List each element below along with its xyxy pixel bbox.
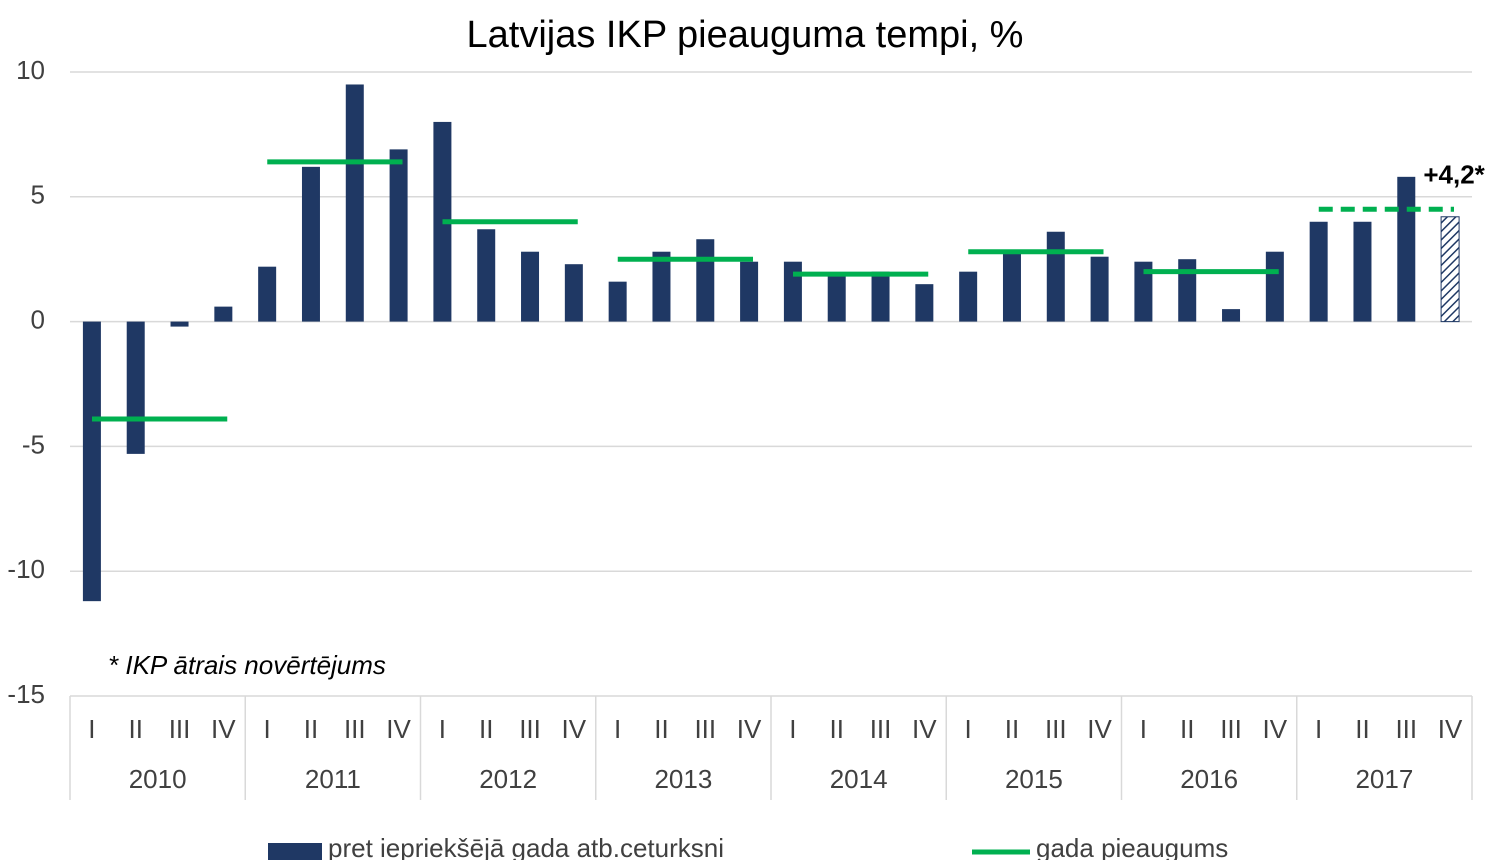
bar xyxy=(521,251,540,322)
x-tick-label: IV xyxy=(737,714,762,744)
bar xyxy=(1046,231,1065,322)
chart-title: Latvijas IKP pieauguma tempi, % xyxy=(467,14,1024,56)
y-tick-label: 5 xyxy=(31,180,45,210)
year-label: 2011 xyxy=(305,764,361,794)
bar xyxy=(1353,221,1372,322)
bar xyxy=(258,266,277,322)
bar xyxy=(82,321,101,602)
bar xyxy=(871,271,890,322)
legend-swatch xyxy=(268,843,322,860)
x-tick-label: III xyxy=(169,714,191,744)
x-tick-label: II xyxy=(128,714,142,744)
bar xyxy=(170,321,189,327)
x-tick-label: I xyxy=(1315,714,1322,744)
year-label: 2016 xyxy=(1180,764,1238,794)
bar xyxy=(1134,261,1153,322)
x-tick-label: II xyxy=(1180,714,1194,744)
value-label: +4,2* xyxy=(1423,160,1485,190)
bar xyxy=(564,264,583,322)
x-tick-label: II xyxy=(1005,714,1019,744)
year-label: 2012 xyxy=(479,764,537,794)
x-tick-label: II xyxy=(479,714,493,744)
x-tick-label: III xyxy=(344,714,366,744)
x-tick-label: II xyxy=(304,714,318,744)
bar xyxy=(126,321,145,454)
x-tick-label: IV xyxy=(1438,714,1463,744)
y-tick-label: 10 xyxy=(16,55,45,85)
x-tick-label: III xyxy=(519,714,541,744)
x-tick-label: I xyxy=(789,714,796,744)
bar xyxy=(783,261,802,322)
x-tick-label: III xyxy=(1220,714,1242,744)
x-tick-label: III xyxy=(870,714,892,744)
year-label: 2013 xyxy=(654,764,712,794)
bar xyxy=(1090,256,1109,322)
bar xyxy=(608,281,627,322)
x-tick-label: III xyxy=(1045,714,1067,744)
x-tick-label: I xyxy=(614,714,621,744)
x-tick-label: I xyxy=(1140,714,1147,744)
bar xyxy=(1222,309,1241,322)
bar xyxy=(827,274,846,322)
bar xyxy=(959,271,978,322)
y-tick-label: -15 xyxy=(7,679,45,709)
x-tick-label: I xyxy=(439,714,446,744)
year-label: 2010 xyxy=(129,764,187,794)
x-tick-label: IV xyxy=(1263,714,1288,744)
year-label: 2014 xyxy=(830,764,888,794)
x-tick-label: II xyxy=(829,714,843,744)
bar xyxy=(1265,251,1284,322)
year-label: 2017 xyxy=(1355,764,1413,794)
x-tick-label: IV xyxy=(562,714,587,744)
y-tick-label: -5 xyxy=(22,429,45,459)
y-tick-label: -10 xyxy=(7,554,45,584)
x-tick-label: IV xyxy=(1087,714,1112,744)
y-tick-label: 0 xyxy=(31,304,45,334)
bar xyxy=(1178,259,1197,322)
x-tick-label: I xyxy=(88,714,95,744)
x-tick-label: II xyxy=(1355,714,1369,744)
x-tick-label: I xyxy=(965,714,972,744)
bar xyxy=(696,239,715,322)
year-label: 2015 xyxy=(1005,764,1063,794)
x-tick-label: III xyxy=(1395,714,1417,744)
x-tick-label: IV xyxy=(912,714,937,744)
bar xyxy=(915,284,934,322)
bar xyxy=(1309,221,1328,322)
x-tick-label: IV xyxy=(386,714,411,744)
footnote: * IKP ātrais novērtējums xyxy=(108,650,386,680)
bar xyxy=(652,251,671,322)
x-tick-label: II xyxy=(654,714,668,744)
bar xyxy=(740,261,759,322)
bar xyxy=(214,306,233,322)
bar xyxy=(1440,216,1460,323)
bar xyxy=(1397,176,1416,322)
bar xyxy=(433,121,452,322)
bar xyxy=(345,84,364,322)
bar xyxy=(301,166,320,322)
bar xyxy=(477,229,496,322)
x-tick-label: IV xyxy=(211,714,236,744)
bar xyxy=(389,149,408,322)
legend-label: pret iepriekšējā gada atb.ceturksni xyxy=(328,833,724,860)
bar xyxy=(1002,251,1021,322)
x-tick-label: III xyxy=(694,714,716,744)
legend-label: gada pieaugums xyxy=(1036,833,1228,860)
x-tick-label: I xyxy=(264,714,271,744)
